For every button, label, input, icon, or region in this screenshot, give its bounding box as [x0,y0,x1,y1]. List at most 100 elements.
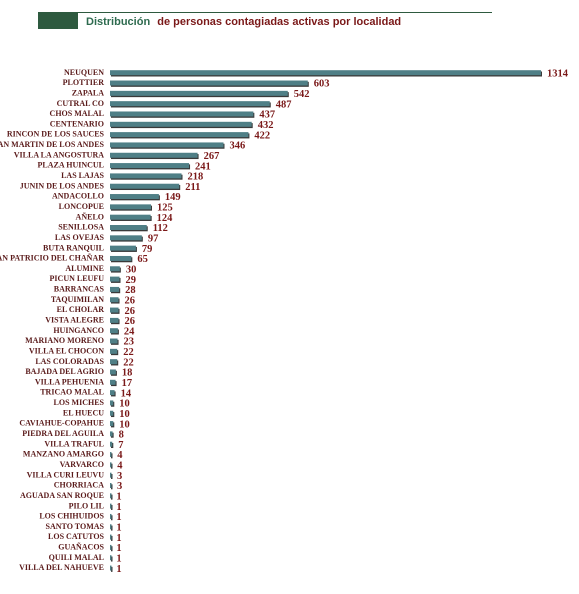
value-label: 603 [314,79,330,90]
category-label: VISTA ALEGRE [45,316,104,325]
category-label: ZAPALA [72,88,105,97]
value-label: 26 [125,306,136,317]
value-label: 149 [165,192,181,203]
bar-shadow [111,453,113,459]
value-label: 10 [119,399,130,410]
bar [110,317,119,323]
value-label: 18 [122,368,133,379]
bar [110,245,136,251]
category-label: CHORRIACA [54,481,104,490]
title-rest: de personas contagiadas activas por loca… [157,16,401,28]
bar [110,483,112,488]
value-label: 241 [195,161,211,172]
bar [110,513,112,519]
value-label: 1 [116,533,121,544]
bar [110,235,142,241]
bar [110,369,116,375]
value-label: 4 [117,450,123,461]
value-label: 3 [117,471,122,482]
category-label: AGUADA SAN ROQUE [20,491,104,500]
value-label: 97 [148,234,159,245]
bar [110,307,119,313]
value-label: 26 [125,295,136,306]
category-label: VILLA CURI LEUVU [27,470,105,479]
category-label: BARRANCAS [54,285,105,294]
value-label: 437 [259,110,275,121]
value-label: 22 [123,357,133,368]
bar [110,297,119,303]
category-label: LAS COLORADAS [35,357,104,366]
bar [110,183,180,189]
bar-shadow [111,473,113,479]
category-label: QUILI MALAL [49,553,104,562]
value-label: 3 [117,481,122,492]
bar [110,359,118,365]
category-label: BAJADA DEL AGRIO [25,367,104,376]
value-label: 65 [137,254,148,265]
value-label: 542 [294,89,310,100]
bar-shadow [111,463,113,469]
bar-shadow [111,484,113,490]
bar-shadow [111,504,113,510]
value-label: 267 [204,151,220,162]
bar [110,431,113,437]
value-label: 22 [123,347,133,358]
bar-shadow [111,535,113,541]
category-label: JUNIN DE LOS ANDES [20,181,105,190]
value-label: 112 [153,223,168,234]
bar [110,441,113,447]
bar [110,534,112,540]
value-label: 4 [117,461,123,472]
value-label: 17 [122,378,133,389]
value-label: 7 [118,440,123,451]
category-label: LOS CHIHUIDOS [39,512,104,521]
category-label: EL HUECU [63,408,104,417]
value-label: 1 [116,553,121,564]
bar [110,152,198,158]
bar [110,80,308,86]
value-label: 1314 [547,68,569,79]
category-label: LAS OVEJAS [55,233,105,242]
title-lead: Distribución [86,16,150,28]
value-label: 8 [119,430,124,441]
bar [110,101,270,107]
bar [110,132,249,138]
bar-shadow [111,556,113,562]
value-label: 30 [126,264,137,275]
bar [110,121,252,127]
value-label: 422 [254,130,270,141]
bar [110,400,114,406]
category-label: BUTA RANQUIL [43,243,104,252]
category-label: HUINGANCO [53,326,104,335]
category-label: SANTO TOMAS [46,522,105,531]
value-label: 1 [116,564,121,575]
bar [110,286,120,292]
bar [110,163,190,169]
category-label: TAQUIMILAN [51,295,104,304]
category-label: AÑELO [76,212,104,221]
bar [110,462,112,468]
category-label: PIEDRA DEL AGUILA [22,429,104,438]
bar [110,266,120,272]
category-label: VARVARCO [60,460,104,469]
category-label: TRICAO MALAL [40,388,104,397]
category-label: LAS LAJAS [61,171,104,180]
value-label: 125 [157,203,173,214]
category-label: CAVIAHUE-COPAHUE [19,419,104,428]
title-block [38,12,78,29]
category-label: VILLA PEHUENIA [35,377,104,386]
category-label: LOS CATUTOS [48,532,104,541]
bar [110,173,182,179]
category-label: PILO LIL [69,501,104,510]
value-label: 487 [276,99,292,110]
bar-shadow [111,515,113,521]
category-label: VILLA LA ANGOSTURA [14,150,104,159]
bar [110,390,115,396]
value-label: 1 [116,543,121,554]
bar [110,493,112,499]
value-label: 79 [142,244,153,255]
bar [110,421,114,427]
bar [110,565,112,571]
value-label: 10 [119,419,130,430]
